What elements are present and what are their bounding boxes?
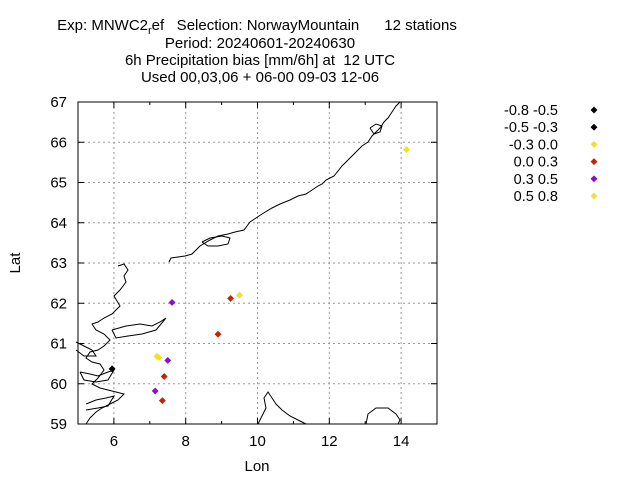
- data-point: [155, 354, 163, 362]
- coastline-southwest: [85, 263, 129, 425]
- legend: -0.8 -0.5-0.5 -0.3-0.3 0.0 0.0 0.30.3 0.5…: [504, 103, 598, 205]
- title-exp-line: Exp: MNWC2ref Selection: NorwayMountain …: [57, 17, 457, 37]
- legend-label: 0.3 0.5: [514, 172, 558, 188]
- data-point: [158, 397, 166, 405]
- y-axis-ticks: 59 60 61 62 63 64 65 66 67: [50, 94, 437, 433]
- y-tick-label: 66: [50, 134, 67, 151]
- legend-label: -0.8 -0.5: [504, 103, 558, 119]
- legend-marker: [590, 175, 598, 183]
- x-tick-label: 14: [393, 433, 410, 450]
- y-tick-label: 60: [50, 376, 67, 393]
- data-point: [108, 365, 116, 373]
- y-tick-label: 64: [50, 215, 67, 232]
- legend-label: -0.3 0.0: [509, 137, 558, 153]
- coastline-main: [168, 101, 401, 263]
- coastline-sweden-border: [257, 391, 307, 425]
- x-tick-label: 6: [110, 433, 118, 450]
- coastline-map: [75, 101, 401, 425]
- data-point: [227, 294, 235, 302]
- coastline-fjord-2: [369, 123, 383, 135]
- coastline-inlet-2: [75, 341, 97, 357]
- x-tick-label: 8: [182, 433, 190, 450]
- y-tick-label: 59: [50, 416, 67, 433]
- y-tick-label: 67: [50, 94, 67, 111]
- data-points: [108, 145, 411, 405]
- data-point: [151, 387, 159, 395]
- y-tick-label: 61: [50, 336, 67, 353]
- title-used-line: Used 00,03,06 + 06-00 09-03 12-06: [141, 69, 379, 86]
- data-point: [402, 145, 411, 154]
- data-point: [214, 330, 222, 338]
- chart-title: Exp: MNWC2ref Selection: NorwayMountain …: [57, 17, 457, 86]
- legend-marker: [590, 140, 598, 148]
- x-axis-label: Lon: [244, 458, 269, 475]
- x-tick-label: 10: [249, 433, 266, 450]
- legend-label: -0.5 -0.3: [504, 120, 558, 136]
- legend-marker: [590, 106, 598, 114]
- title-period-line: Period: 20240601-20240630: [165, 35, 355, 52]
- coastline-fjord-1: [201, 235, 231, 247]
- coastline-inlet-3: [79, 369, 116, 383]
- grid: [78, 102, 437, 424]
- coastline-inlet-1: [111, 317, 167, 339]
- legend-marker: [590, 123, 598, 131]
- y-tick-label: 62: [50, 295, 67, 312]
- title-metric-line: 6h Precipitation bias [mm/6h] at 12 UTC: [125, 52, 395, 69]
- data-point: [160, 372, 168, 381]
- data-point: [168, 298, 176, 306]
- data-point: [235, 291, 244, 299]
- y-tick-label: 63: [50, 255, 67, 272]
- y-axis-label: Lat: [7, 252, 24, 274]
- legend-marker: [590, 192, 598, 200]
- legend-label: 0.5 0.8: [514, 189, 558, 205]
- legend-marker: [590, 158, 598, 166]
- legend-label: 0.0 0.3: [514, 155, 558, 171]
- coastline-inlet-4: [85, 395, 116, 411]
- data-point: [164, 356, 172, 364]
- coastline-lake: [365, 407, 401, 425]
- x-tick-label: 12: [321, 433, 338, 450]
- y-tick-label: 65: [50, 175, 67, 192]
